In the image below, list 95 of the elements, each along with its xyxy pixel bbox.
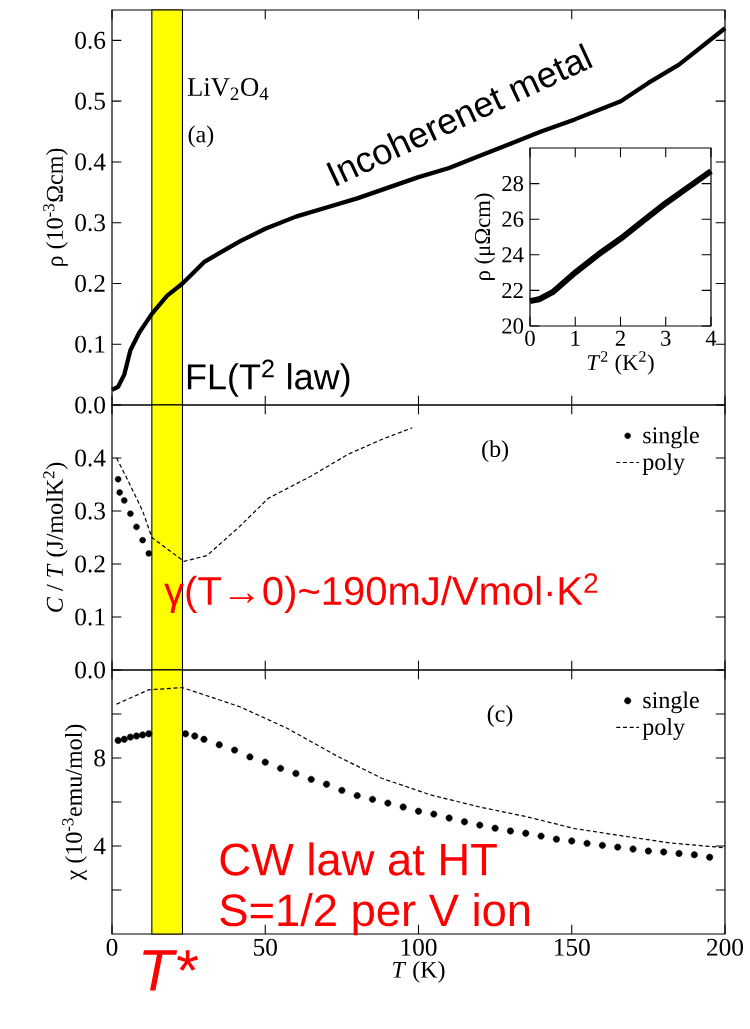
- x-tick-label: 3: [661, 330, 671, 346]
- point: [629, 845, 637, 853]
- x-tick-label: 200: [707, 938, 744, 956]
- y-tick-label: 4: [93, 837, 106, 855]
- point: [182, 730, 190, 738]
- point: [644, 847, 652, 855]
- y-tick-label: 0.6: [75, 31, 106, 49]
- point: [552, 835, 560, 843]
- x-tick-label: 1: [571, 330, 580, 346]
- point: [537, 832, 545, 840]
- x-tick-label: 150: [554, 938, 590, 956]
- annotation: CW law at HT: [220, 842, 497, 876]
- y-tick-label: 24: [502, 247, 524, 263]
- annotation: (c): [487, 705, 513, 727]
- point: [231, 746, 239, 754]
- point: [598, 841, 606, 849]
- point: [614, 843, 622, 851]
- y-tick-label: 22: [502, 282, 523, 298]
- point: [114, 476, 122, 483]
- y-axis-title: ρ (10$^{-3}$Ωcm): [43, 148, 68, 266]
- point: [384, 799, 392, 807]
- point: [261, 758, 269, 766]
- legend-label: single: [643, 691, 699, 714]
- annotation: LiV$_{2}$O$_{4}$: [187, 78, 269, 100]
- point: [430, 810, 438, 818]
- y-tick-label: 8: [94, 749, 105, 767]
- x-tick-label: 0: [525, 330, 535, 347]
- point: [506, 827, 514, 835]
- point: [200, 735, 208, 743]
- y-tick-label: 0.2: [75, 555, 105, 573]
- point: [522, 829, 530, 837]
- x-tick-label: 50: [254, 938, 277, 956]
- point: [120, 735, 128, 743]
- point: [568, 837, 576, 845]
- point: [139, 731, 147, 739]
- point: [706, 853, 714, 861]
- x-tick-label: 0: [106, 938, 118, 956]
- point: [583, 839, 591, 847]
- point: [145, 730, 153, 738]
- y-tick-label: 0.0: [75, 661, 105, 679]
- point: [215, 741, 223, 749]
- x-axis-title: T (K): [393, 960, 445, 983]
- band-label: T*: [143, 950, 199, 991]
- point: [445, 814, 453, 822]
- y-tick-label: 0.1: [75, 608, 105, 626]
- x-tick-label: 4: [705, 330, 717, 346]
- point: [145, 550, 152, 557]
- y-tick-label: 0.1: [75, 335, 105, 353]
- point: [133, 732, 140, 740]
- annotation: FL(T$^{2}$ law): [187, 359, 350, 397]
- point: [292, 769, 300, 777]
- point: [491, 824, 499, 832]
- point: [277, 764, 285, 772]
- point: [133, 523, 140, 531]
- y-tick-label: 0.2: [75, 274, 105, 293]
- y-tick-label: 0.4: [75, 449, 106, 467]
- point: [690, 851, 698, 859]
- y-tick-label: 20: [502, 318, 524, 334]
- annotation: (b): [482, 440, 509, 462]
- point: [399, 803, 407, 811]
- point: [415, 807, 422, 815]
- point: [323, 780, 331, 788]
- legend-label: single: [643, 426, 699, 449]
- y-tick-label: 0.4: [75, 153, 106, 171]
- point: [246, 753, 254, 761]
- point: [121, 497, 128, 504]
- y-axis-title: χ (10$^{-3}$emu/mol): [62, 724, 87, 881]
- y-tick-label: 26: [502, 211, 524, 227]
- y-tick-label: 0.0: [75, 396, 105, 414]
- point: [139, 536, 146, 544]
- point: [476, 821, 484, 829]
- x-axis-title: T$^{2}$ (K$^{2}$): [587, 351, 654, 375]
- y-axis-title: C / T (J/molK$^{2}$): [43, 462, 68, 612]
- point: [127, 510, 134, 517]
- annotation: S=1/2 per V ion: [220, 893, 530, 936]
- point: [307, 775, 315, 783]
- point: [116, 489, 123, 496]
- point: [338, 786, 346, 794]
- annotation: (a): [188, 125, 214, 148]
- y-tick-label: 0.3: [75, 214, 105, 232]
- point: [675, 850, 683, 857]
- legend-label: poly: [642, 453, 685, 475]
- point: [126, 733, 134, 741]
- legend-label: poly: [642, 718, 685, 740]
- point: [353, 792, 361, 800]
- point: [191, 732, 199, 740]
- x-tick-label: 100: [401, 938, 437, 956]
- point: [114, 736, 122, 744]
- point: [660, 848, 668, 856]
- y-axis-title: ρ (μΩcm): [474, 193, 495, 280]
- x-tick-label: 2: [615, 330, 625, 346]
- y-tick-label: 0.3: [75, 502, 105, 520]
- point: [369, 795, 376, 803]
- y-tick-label: 0.5: [75, 92, 105, 110]
- point: [460, 818, 468, 826]
